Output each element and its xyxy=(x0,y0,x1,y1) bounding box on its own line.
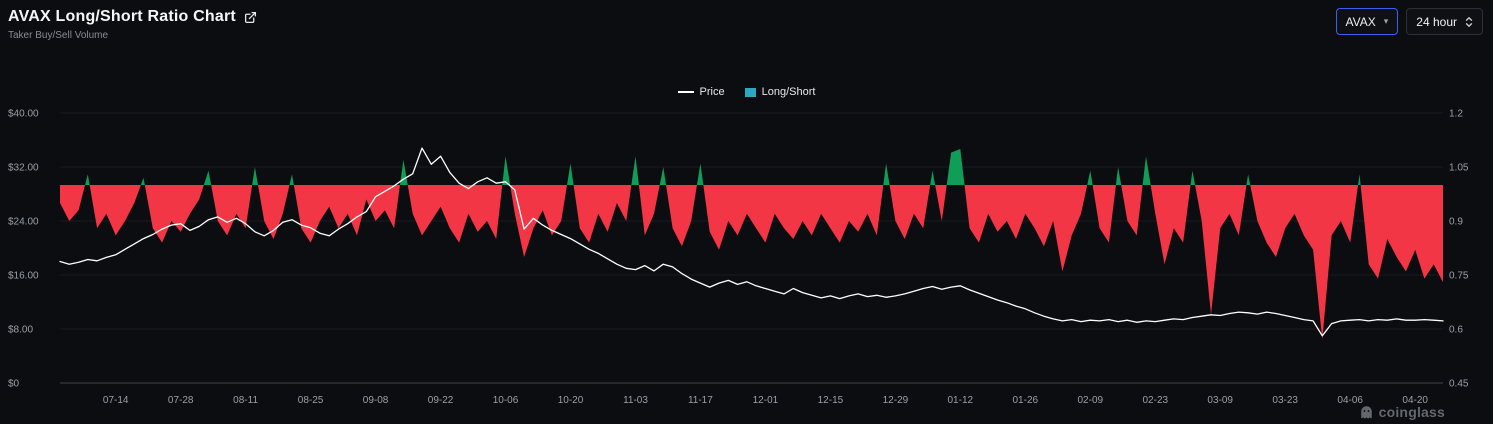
y-axis-left-label: $32.00 xyxy=(8,163,39,174)
x-axis-label: 09-08 xyxy=(363,395,389,406)
symbol-select-value: AVAX xyxy=(1345,14,1376,29)
y-axis-right-label: 1.2 xyxy=(1449,109,1463,120)
page-title: AVAX Long/Short Ratio Chart xyxy=(8,8,236,25)
interval-select-value: 24 hour xyxy=(1416,14,1457,29)
external-link-icon[interactable] xyxy=(244,11,257,24)
y-axis-right-label: 1.05 xyxy=(1449,163,1469,174)
coinglass-watermark: coinglass xyxy=(1359,404,1445,420)
y-axis-right-label: 0.45 xyxy=(1449,379,1469,390)
chart-subtitle: Taker Buy/Sell Volume xyxy=(8,30,109,41)
longshort-area-down xyxy=(60,185,1443,340)
y-axis-left-label: $24.00 xyxy=(8,217,39,228)
top-bar: AVAX Long/Short Ratio Chart Taker Buy/Se… xyxy=(8,8,1483,41)
y-axis-left-label: $40.00 xyxy=(8,109,39,120)
legend-label-price: Price xyxy=(699,86,725,98)
x-axis-label: 01-26 xyxy=(1013,395,1039,406)
longshort-swatch xyxy=(744,87,756,97)
price-line xyxy=(59,147,1444,337)
chart-controls: AVAX ▾ 24 hour xyxy=(1335,8,1483,35)
y-axis-right-label: 0.6 xyxy=(1449,325,1463,336)
up-down-arrows-icon xyxy=(1465,16,1473,28)
y-axis-left-label: $0 xyxy=(8,379,20,390)
symbol-select[interactable]: AVAX ▾ xyxy=(1335,8,1399,35)
x-axis-label: 03-09 xyxy=(1207,395,1233,406)
x-axis-label: 09-22 xyxy=(428,395,454,406)
x-axis-label: 07-14 xyxy=(103,395,129,406)
x-axis-label: 10-20 xyxy=(558,395,584,406)
y-axis-left-label: $8.00 xyxy=(8,325,33,336)
title-block: AVAX Long/Short Ratio Chart Taker Buy/Se… xyxy=(8,8,257,41)
x-axis-label: 07-28 xyxy=(168,395,194,406)
x-axis-label: 04-20 xyxy=(1402,395,1428,406)
x-axis-label: 08-11 xyxy=(233,395,258,406)
x-axis-label: 04-06 xyxy=(1337,395,1363,406)
chevron-down-icon: ▾ xyxy=(1383,16,1389,26)
watermark-text: coinglass xyxy=(1378,404,1445,420)
x-axis-label: 11-17 xyxy=(688,395,713,406)
x-axis-label: 11-03 xyxy=(623,395,648,406)
coinglass-logo-icon xyxy=(1359,405,1374,420)
price-line-swatch xyxy=(677,91,694,93)
y-axis-right-label: 0.9 xyxy=(1449,217,1463,228)
longshort-area-up xyxy=(60,149,1443,185)
x-axis-label: 03-23 xyxy=(1272,395,1298,406)
x-axis-label: 10-06 xyxy=(493,395,519,406)
y-axis-left-label: $16.00 xyxy=(8,271,39,282)
x-axis-label: 02-09 xyxy=(1078,395,1104,406)
interval-select[interactable]: 24 hour xyxy=(1406,8,1483,35)
y-axis-right-label: 0.75 xyxy=(1449,271,1469,282)
x-axis-label: 12-15 xyxy=(818,395,844,406)
chart-legend: Price Long/Short xyxy=(0,86,1493,98)
x-axis-label: 01-12 xyxy=(948,395,974,406)
legend-item-price[interactable]: Price xyxy=(677,86,725,98)
x-axis-label: 12-01 xyxy=(753,395,779,406)
x-axis-label: 12-29 xyxy=(883,395,909,406)
legend-label-longshort: Long/Short xyxy=(761,86,816,98)
x-axis-label: 02-23 xyxy=(1143,395,1169,406)
legend-item-longshort[interactable]: Long/Short xyxy=(744,86,816,98)
x-axis-label: 08-25 xyxy=(298,395,324,406)
